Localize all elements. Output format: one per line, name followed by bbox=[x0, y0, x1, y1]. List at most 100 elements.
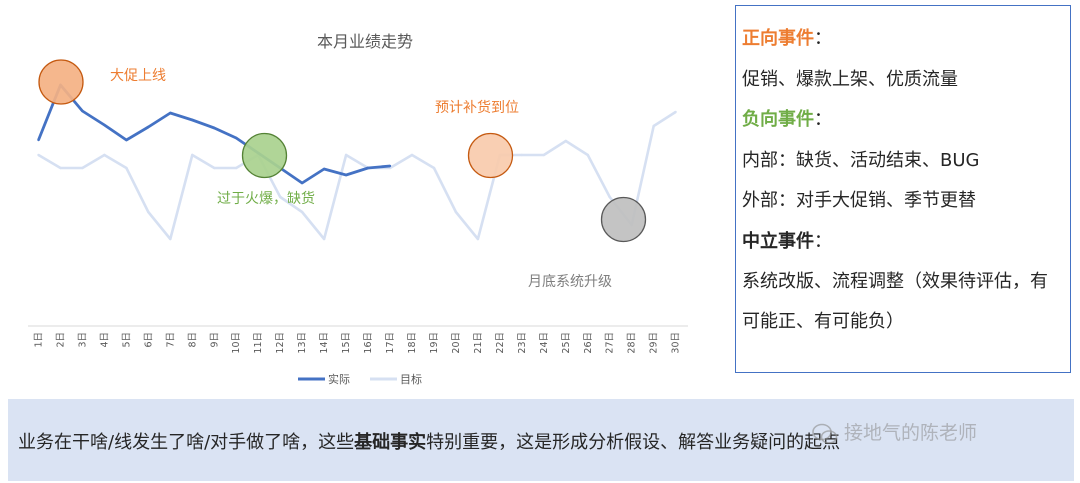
target-point-1 bbox=[37, 153, 40, 157]
target-point-4 bbox=[103, 153, 106, 157]
performance-chart: 本月业绩走势 1日 2日 3日 4日 5日 6日 7日 8日 9日 10日 11日 12日 13日 14日… bbox=[28, 32, 688, 386]
annotation-3: 预计补货到位 bbox=[435, 99, 519, 116]
negative-events-internal: 内部：缺货、活动结束、BUG bbox=[742, 149, 980, 171]
negative-events-title: 负向事件 bbox=[742, 109, 814, 130]
target-point-24 bbox=[542, 153, 545, 157]
x-tick-label-19: 19日 bbox=[429, 332, 440, 354]
x-tick-label-26: 26日 bbox=[583, 332, 594, 354]
target-point-6 bbox=[147, 210, 150, 214]
x-tick-label-14: 14日 bbox=[319, 332, 330, 354]
actual-point-15 bbox=[344, 173, 348, 177]
x-tick-label-17: 17日 bbox=[385, 332, 396, 354]
x-tick-label-27: 27日 bbox=[605, 332, 616, 354]
actual-point-8 bbox=[191, 118, 194, 122]
x-tick-label-25: 25日 bbox=[561, 332, 572, 354]
neutral-events-items: 系统改版、流程调整（效果待评估，有可能正、有可能负） bbox=[742, 271, 1048, 332]
x-tick-label-22: 22日 bbox=[495, 332, 506, 354]
target-point-19 bbox=[432, 166, 436, 170]
x-tick-label-24: 24日 bbox=[539, 332, 550, 354]
x-tick-label-28: 28日 bbox=[627, 332, 638, 354]
negative-events-external: 外部：对手大促销、季节更替 bbox=[742, 190, 976, 211]
banner-text-end: 特别重要，这是形成分析假设、解答业务疑问的起点 bbox=[426, 432, 841, 453]
actual-point-14 bbox=[322, 167, 326, 171]
banner-emphasis: 基础事实 bbox=[354, 432, 427, 453]
target-point-30 bbox=[674, 110, 677, 114]
x-tick-label-5: 5日 bbox=[121, 332, 132, 348]
target-point-8 bbox=[191, 153, 194, 157]
target-point-27 bbox=[608, 195, 611, 199]
target-point-21 bbox=[476, 237, 480, 241]
target-point-7 bbox=[169, 237, 172, 241]
banner-text: 业务在干啥/线发生了啥/对手做了啥，这些基础事实特别重要，这是形成分析假设、解答… bbox=[18, 428, 840, 454]
target-point-12 bbox=[279, 195, 282, 199]
actual-point-7 bbox=[169, 111, 172, 115]
colon: ： bbox=[814, 230, 832, 252]
watermark: 接地气的陈老师 bbox=[812, 418, 977, 445]
target-point-13 bbox=[300, 210, 304, 214]
chart-title: 本月业绩走势 bbox=[317, 32, 413, 51]
x-tick-label-21: 21日 bbox=[473, 332, 484, 354]
target-series-line bbox=[37, 110, 677, 241]
annotation-2: 过于火爆，缺货 bbox=[217, 190, 315, 207]
actual-point-3 bbox=[81, 109, 84, 113]
target-point-3 bbox=[81, 166, 84, 170]
x-tick-label-6: 6日 bbox=[143, 332, 154, 348]
legend-label-2: 目标 bbox=[400, 372, 422, 386]
target-point-25 bbox=[564, 139, 567, 143]
actual-point-5 bbox=[125, 138, 128, 142]
watermark-text: 接地气的陈老师 bbox=[844, 422, 978, 444]
actual-point-10 bbox=[235, 136, 238, 140]
actual-point-1 bbox=[37, 138, 40, 142]
annotation-1: 大促上线 bbox=[110, 68, 166, 84]
positive-events-title: 正向事件 bbox=[742, 28, 814, 49]
x-tick-label-13: 13日 bbox=[297, 332, 308, 354]
x-tick-label-1: 1日 bbox=[34, 332, 45, 348]
x-tick-label-7: 7日 bbox=[165, 332, 176, 348]
x-tick-label-12: 12日 bbox=[275, 332, 286, 354]
x-tick-label-10: 10日 bbox=[231, 332, 242, 354]
colon: ： bbox=[814, 109, 832, 130]
target-point-2 bbox=[59, 166, 62, 170]
colon: ： bbox=[814, 28, 832, 49]
legend-label-1: 实际 bbox=[328, 372, 350, 386]
x-tick-label-8: 8日 bbox=[187, 332, 198, 348]
actual-point-16 bbox=[366, 166, 370, 170]
x-tick-label-11: 11日 bbox=[253, 332, 264, 354]
target-point-15 bbox=[344, 153, 348, 157]
event-marker-1 bbox=[38, 59, 84, 105]
x-tick-label-2: 2日 bbox=[56, 332, 67, 348]
x-tick-label-15: 15日 bbox=[341, 332, 352, 354]
x-tick-label-4: 4日 bbox=[99, 332, 110, 348]
actual-point-17 bbox=[388, 164, 392, 168]
target-point-29 bbox=[652, 124, 655, 128]
wechat-icon bbox=[812, 423, 838, 444]
target-point-14 bbox=[322, 237, 326, 241]
event-marker-3 bbox=[467, 132, 514, 179]
positive-events-items: 促销、爆款上架、优质流量 bbox=[742, 68, 958, 90]
x-tick-label-18: 18日 bbox=[407, 332, 418, 354]
target-point-20 bbox=[454, 210, 458, 214]
banner-text-start: 业务在干啥/线发生了啥/对手做了啥，这些 bbox=[18, 432, 355, 453]
actual-point-13 bbox=[300, 181, 304, 185]
target-point-9 bbox=[213, 166, 216, 170]
x-tick-label-29: 29日 bbox=[649, 332, 660, 354]
summary-banner: 业务在干啥/线发生了啥/对手做了啥，这些基础事实特别重要，这是形成分析假设、解答… bbox=[8, 399, 1074, 481]
actual-point-9 bbox=[213, 126, 216, 130]
annotation-4: 月底系统升级 bbox=[528, 274, 612, 290]
neutral-events-title: 中立事件 bbox=[742, 230, 814, 252]
actual-point-4 bbox=[103, 123, 106, 127]
x-tick-label-20: 20日 bbox=[451, 332, 462, 354]
target-point-18 bbox=[410, 153, 414, 157]
event-marker-4 bbox=[600, 196, 647, 243]
target-point-23 bbox=[520, 153, 523, 157]
target-point-10 bbox=[235, 166, 238, 170]
target-point-5 bbox=[125, 166, 128, 170]
target-point-26 bbox=[586, 153, 589, 157]
x-tick-label-9: 9日 bbox=[209, 332, 220, 348]
x-tick-label-30: 30日 bbox=[671, 332, 682, 354]
x-tick-label-23: 23日 bbox=[517, 332, 528, 354]
x-tick-label-16: 16日 bbox=[363, 332, 374, 354]
x-tick-label-3: 3日 bbox=[77, 332, 88, 348]
actual-point-6 bbox=[147, 125, 150, 129]
event-marker-2 bbox=[241, 132, 288, 179]
